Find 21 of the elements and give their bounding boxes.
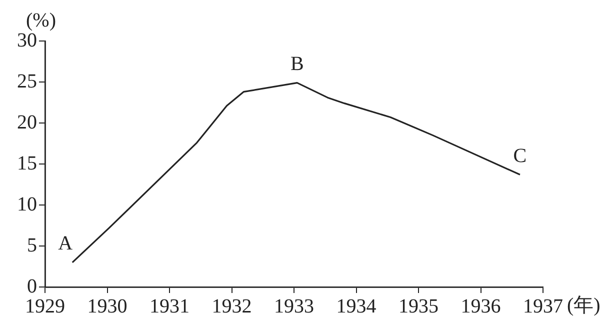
x-tick-label: 1935 bbox=[398, 295, 438, 318]
x-tick-label: 1933 bbox=[274, 295, 314, 318]
y-tick-label: 30 bbox=[17, 29, 37, 52]
annotation: B bbox=[290, 53, 304, 76]
y-tick-label: 25 bbox=[17, 70, 37, 92]
x-tick-label: 1929 bbox=[25, 295, 65, 318]
x-tick-label: 1932 bbox=[212, 295, 252, 318]
y-tick-label: 5 bbox=[27, 234, 37, 256]
x-tick-label: 1930 bbox=[87, 295, 128, 318]
y-axis-title: (%) bbox=[26, 9, 56, 32]
annotation: C bbox=[513, 144, 527, 167]
x-tick-label: 1936 bbox=[460, 295, 501, 318]
x-tick-label: 1931 bbox=[150, 295, 190, 318]
annotation: A bbox=[58, 232, 74, 255]
y-tick-label: 0 bbox=[27, 275, 37, 298]
x-tick-label: 1937 bbox=[523, 295, 563, 318]
y-tick-label: 15 bbox=[17, 152, 37, 174]
y-tick-label: 10 bbox=[17, 193, 37, 216]
y-tick-label: 20 bbox=[17, 111, 37, 134]
x-axis-title: (年) bbox=[567, 294, 600, 316]
x-tick-label: 1934 bbox=[336, 295, 376, 318]
